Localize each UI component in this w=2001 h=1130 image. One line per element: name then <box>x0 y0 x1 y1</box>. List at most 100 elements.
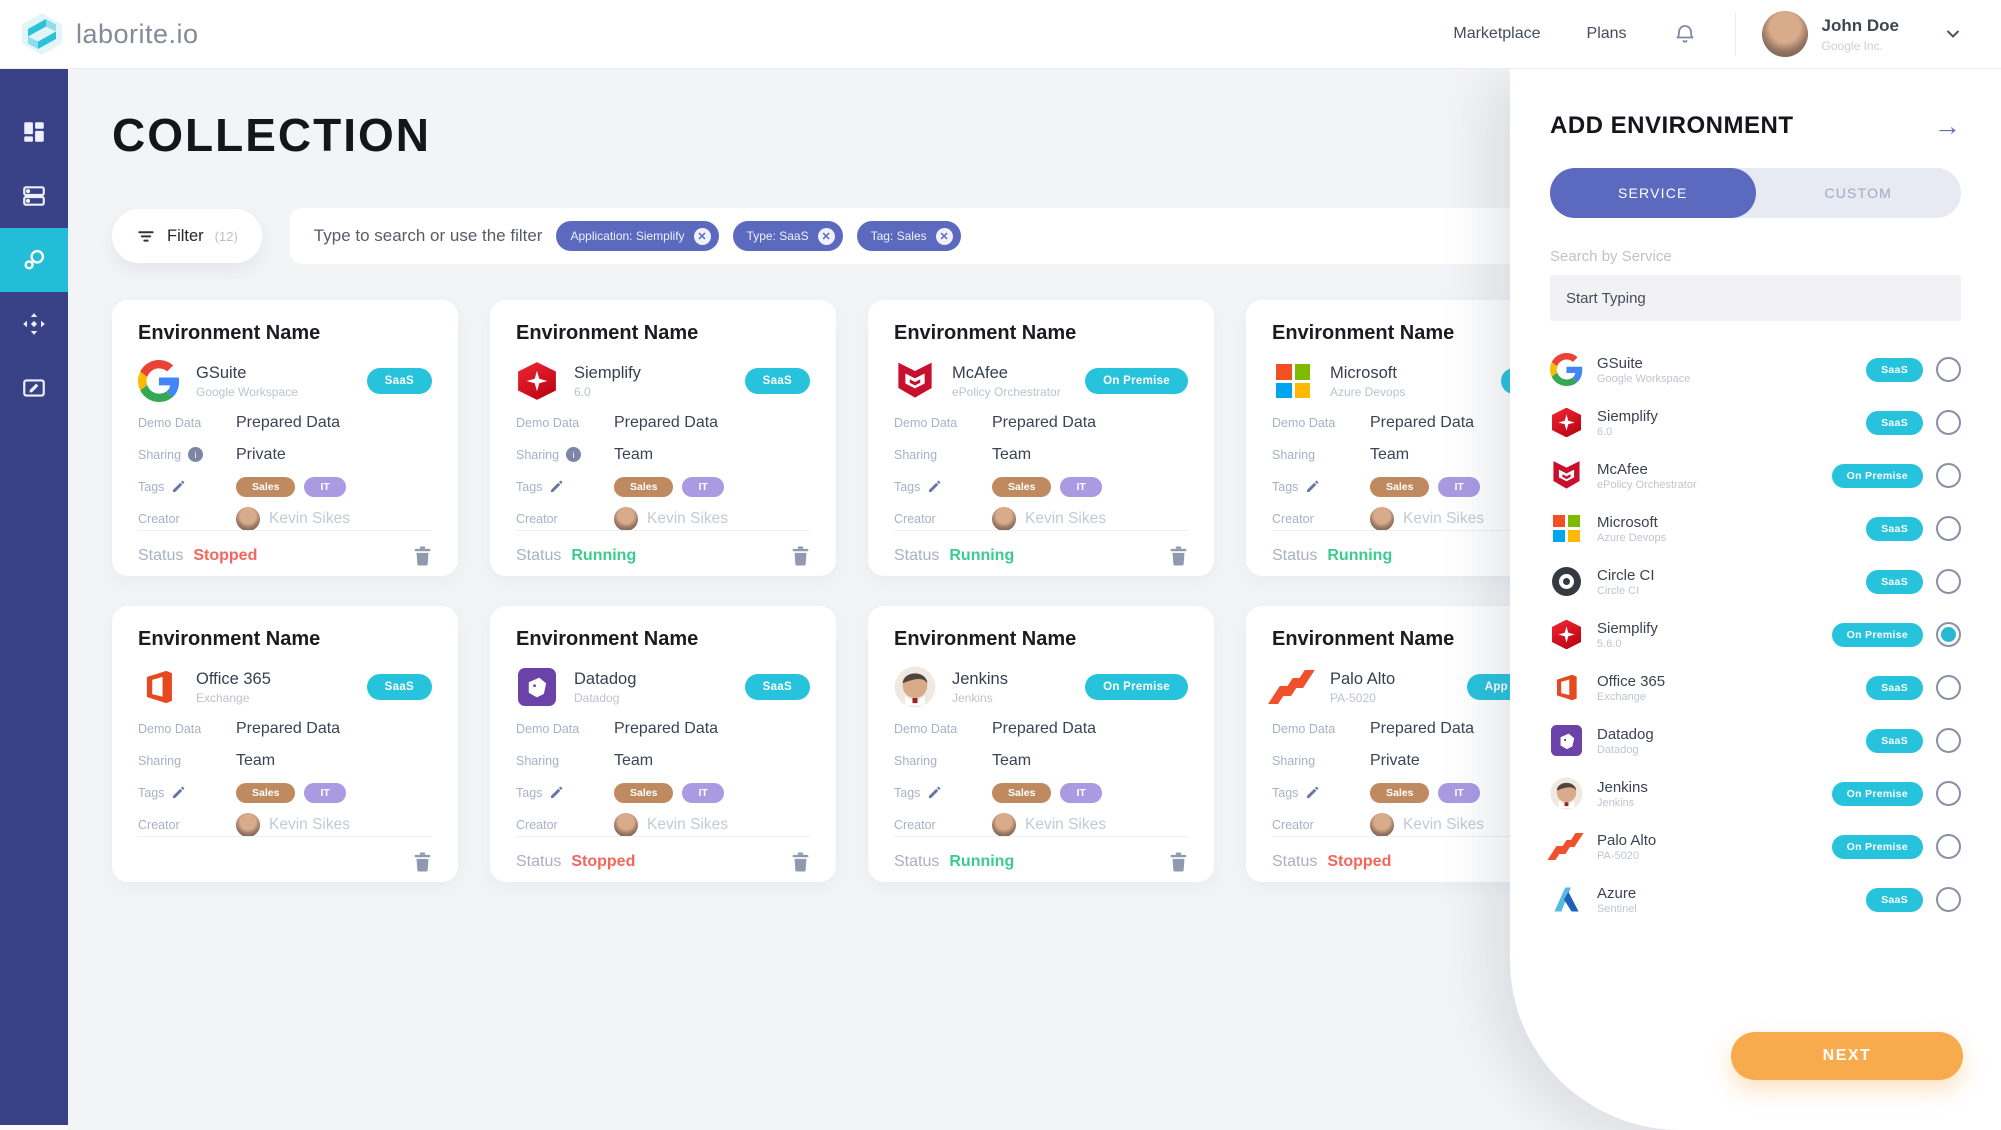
azure-logo-icon <box>1550 883 1583 916</box>
brand-logo[interactable]: laborite.io <box>0 12 199 56</box>
demo-data-value: Prepared Data <box>1370 413 1475 431</box>
trash-icon[interactable] <box>791 545 810 567</box>
trash-icon[interactable] <box>791 851 810 873</box>
service-subtitle: ePolicy Orchestrator <box>952 384 1061 399</box>
tag-chip: IT <box>304 782 346 803</box>
tags-label: Tags <box>1272 479 1299 494</box>
service-option-palo-alto[interactable]: Palo Alto PA-5020 On Premise <box>1547 820 1961 873</box>
service-radio[interactable] <box>1936 834 1961 859</box>
demo-data-label: Demo Data <box>138 721 202 736</box>
service-option-siemplify-560[interactable]: Siemplify 5.6.0 On Premise <box>1550 608 1961 661</box>
service-option-circleci[interactable]: Circle CI Circle CI SaaS <box>1550 555 1961 608</box>
service-radio[interactable] <box>1936 675 1961 700</box>
servers-icon <box>23 186 45 206</box>
nav-link-plans[interactable]: Plans <box>1586 25 1627 42</box>
edit-tags-icon[interactable] <box>549 785 564 800</box>
service-radio[interactable] <box>1936 728 1961 753</box>
next-button[interactable]: NEXT <box>1731 1032 1963 1080</box>
tab-service[interactable]: SERVICE <box>1550 168 1756 218</box>
sharing-value: Team <box>236 751 276 769</box>
user-menu[interactable]: John Doe Google Inc. <box>1761 11 1975 57</box>
trash-icon[interactable] <box>1169 851 1188 873</box>
service-radio-selected[interactable] <box>1936 622 1961 647</box>
filter-button[interactable]: Filter (12) <box>112 209 262 263</box>
service-option-datadog[interactable]: Datadog Datadog SaaS <box>1550 714 1961 767</box>
creator-name: Kevin Sikes <box>1403 815 1484 833</box>
status-value: Stopped <box>1327 852 1392 870</box>
service-radio[interactable] <box>1936 887 1961 912</box>
remove-chip-icon[interactable]: ✕ <box>693 227 711 245</box>
sidebar-item-feedback[interactable] <box>0 356 68 420</box>
creator-label: Creator <box>138 817 180 832</box>
status-value: Running <box>571 546 637 564</box>
card-title: Environment Name <box>516 322 699 344</box>
creator-avatar <box>992 812 1016 837</box>
creator-label: Creator <box>894 817 936 832</box>
remove-chip-icon[interactable]: ✕ <box>935 227 953 245</box>
trash-icon[interactable] <box>413 545 432 567</box>
tag-chip: IT <box>682 782 724 803</box>
search-bar[interactable]: Type to search or use the filter Applica… <box>289 208 1540 264</box>
deployment-badge: SaaS <box>1866 887 1923 912</box>
search-input[interactable]: Type to search or use the filter <box>313 226 543 245</box>
sidebar-item-environments[interactable] <box>0 228 68 292</box>
filter-chip-type[interactable]: Type: SaaS ✕ <box>732 221 843 251</box>
service-radio[interactable] <box>1936 516 1961 541</box>
filter-chip-tag[interactable]: Tag: Sales ✕ <box>856 221 961 251</box>
service-option-microsoft[interactable]: Microsoft Azure Devops SaaS <box>1550 502 1961 555</box>
service-radio[interactable] <box>1936 410 1961 435</box>
tag-chip: Sales <box>614 782 674 803</box>
chevron-down-icon[interactable] <box>1943 24 1963 44</box>
collapse-panel-arrow-icon[interactable]: → <box>1934 110 1961 141</box>
nav-link-marketplace[interactable]: Marketplace <box>1453 25 1541 42</box>
edit-tags-icon[interactable] <box>1305 785 1320 800</box>
sidebar-item-dashboard[interactable] <box>0 100 68 164</box>
tag-chip: Sales <box>236 476 296 497</box>
tag-chip: IT <box>682 476 724 497</box>
service-search-input[interactable] <box>1550 275 1961 321</box>
edit-tags-icon[interactable] <box>171 785 186 800</box>
laborite-logo-icon <box>20 12 64 56</box>
edit-tags-icon[interactable] <box>927 479 942 494</box>
creator-label: Creator <box>516 511 558 526</box>
trash-icon[interactable] <box>413 851 432 873</box>
deployment-badge: SaaS <box>1866 516 1923 541</box>
edit-tags-icon[interactable] <box>1305 479 1320 494</box>
add-environment-panel: ADD ENVIRONMENT → SERVICE CUSTOM Search … <box>1510 68 2001 1130</box>
service-option-azure[interactable]: Azure Sentinel SaaS <box>1550 873 1961 926</box>
service-option-office365[interactable]: Office 365 Exchange SaaS <box>1550 661 1961 714</box>
edit-tags-icon[interactable] <box>549 479 564 494</box>
demo-data-label: Demo Data <box>894 415 958 430</box>
creator-label: Creator <box>516 817 558 832</box>
remove-chip-icon[interactable]: ✕ <box>817 227 835 245</box>
tag-chip: Sales <box>992 476 1052 497</box>
tab-custom[interactable]: CUSTOM <box>1824 185 1893 201</box>
tag-chip: IT <box>1060 782 1102 803</box>
service-name: Office 365 <box>196 669 271 688</box>
bubbles-icon <box>24 249 45 270</box>
service-subtitle: Jenkins <box>952 690 993 705</box>
office365-logo-icon <box>1550 671 1583 704</box>
service-radio[interactable] <box>1936 781 1961 806</box>
creator-label: Creator <box>894 511 936 526</box>
edit-tags-icon[interactable] <box>171 479 186 494</box>
palo-alto-logo-icon <box>1268 666 1315 708</box>
status-label: Status <box>894 852 940 870</box>
filter-chip-application[interactable]: Application: Siemplify ✕ <box>556 221 719 251</box>
service-option-siemplify-6[interactable]: Siemplify 6.0 SaaS <box>1550 396 1961 449</box>
panel-title: ADD ENVIRONMENT <box>1550 112 1794 139</box>
notification-bell-icon[interactable] <box>1673 22 1697 46</box>
trash-icon[interactable] <box>1169 545 1188 567</box>
service-radio[interactable] <box>1936 357 1961 382</box>
siemplify-logo-icon <box>1550 618 1583 651</box>
service-option-gsuite[interactable]: GSuite Google Workspace SaaS <box>1550 343 1961 396</box>
service-radio[interactable] <box>1936 463 1961 488</box>
edit-tags-icon[interactable] <box>927 785 942 800</box>
sharing-label: Sharing <box>894 753 938 768</box>
service-option-mcafee[interactable]: McAfee ePolicy Orchestrator On Premise <box>1550 449 1961 502</box>
creator-label: Creator <box>1272 817 1314 832</box>
service-option-jenkins[interactable]: Jenkins Jenkins On Premise <box>1550 767 1961 820</box>
service-radio[interactable] <box>1936 569 1961 594</box>
sidebar-item-move[interactable] <box>0 292 68 356</box>
sidebar-item-servers[interactable] <box>0 164 68 228</box>
